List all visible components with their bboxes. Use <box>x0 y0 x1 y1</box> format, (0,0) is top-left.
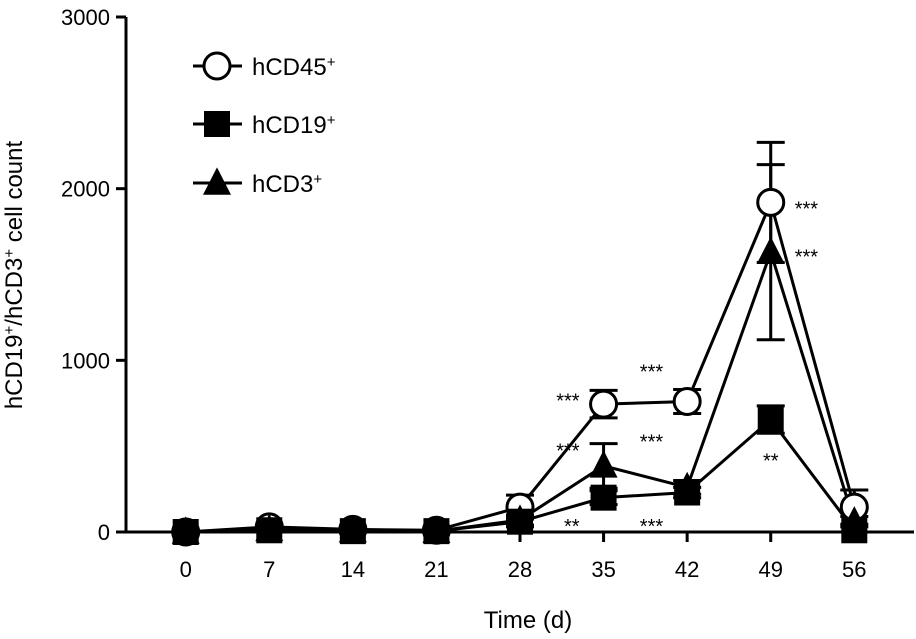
legend: hCD45+ hCD19+ hCD3+ <box>193 51 336 198</box>
x-tick-label: 35 <box>591 557 615 582</box>
x-tick-label: 42 <box>675 557 699 582</box>
significance-label: ** <box>564 516 580 538</box>
data-point <box>422 515 451 543</box>
y-axis-ticks: 0 1000 2000 3000 <box>61 5 126 545</box>
data-point <box>171 516 200 544</box>
significance-label: *** <box>556 440 580 462</box>
x-tick-label: 49 <box>758 557 782 582</box>
data-point <box>589 389 619 419</box>
data-point <box>672 387 702 417</box>
x-tick-label: 21 <box>424 557 448 582</box>
markers-hcd3 <box>171 236 869 544</box>
legend-label: hCD45+ <box>252 54 336 82</box>
series-layer <box>171 140 869 547</box>
data-point <box>506 504 534 532</box>
x-tick-label: 28 <box>508 557 532 582</box>
significance-label: *** <box>640 432 664 454</box>
legend-marker <box>203 167 231 195</box>
x-tick-label: 7 <box>263 557 275 582</box>
x-tick-label: 14 <box>341 557 365 582</box>
legend-item-hcd19: hCD19+ <box>193 111 336 139</box>
data-point <box>756 187 786 217</box>
legend-label: hCD3+ <box>252 171 322 199</box>
significance-label: *** <box>795 246 819 268</box>
data-point <box>255 513 284 542</box>
markers-hcd45 <box>171 187 869 547</box>
significance-label: *** <box>556 391 580 413</box>
legend-item-hcd3: hCD3+ <box>193 167 322 198</box>
legend-marker <box>202 51 232 81</box>
significance-label: *** <box>640 516 664 538</box>
series-hcd3 <box>185 163 869 534</box>
data-point <box>840 506 869 534</box>
x-tick-label: 0 <box>180 557 192 582</box>
y-tick-label: 1000 <box>61 348 110 373</box>
data-point <box>757 406 784 433</box>
significance-annotations: ************************* <box>556 198 818 538</box>
significance-label: *** <box>640 361 664 383</box>
legend-item-hcd45: hCD45+ <box>193 51 336 82</box>
y-tick-label: 2000 <box>61 177 110 202</box>
data-point <box>590 484 617 511</box>
data-point <box>338 515 367 543</box>
legend-marker <box>204 111 230 137</box>
x-tick-label: 56 <box>842 557 866 582</box>
data-point <box>589 450 618 478</box>
data-point <box>756 236 785 264</box>
y-tick-label: 0 <box>98 520 110 545</box>
significance-label: ** <box>763 451 779 473</box>
y-axis-title: hCD19+/hCD3+ cell count <box>1 141 29 410</box>
legend-label: hCD19+ <box>252 112 336 140</box>
series-line <box>185 247 856 534</box>
y-tick-label: 3000 <box>61 5 110 30</box>
data-point <box>673 471 702 500</box>
series-line <box>185 197 856 534</box>
x-axis-ticks: 0 7 14 21 28 35 42 49 56 <box>180 532 867 582</box>
significance-label: *** <box>795 198 819 220</box>
x-axis-title: Time (d) <box>484 607 572 634</box>
